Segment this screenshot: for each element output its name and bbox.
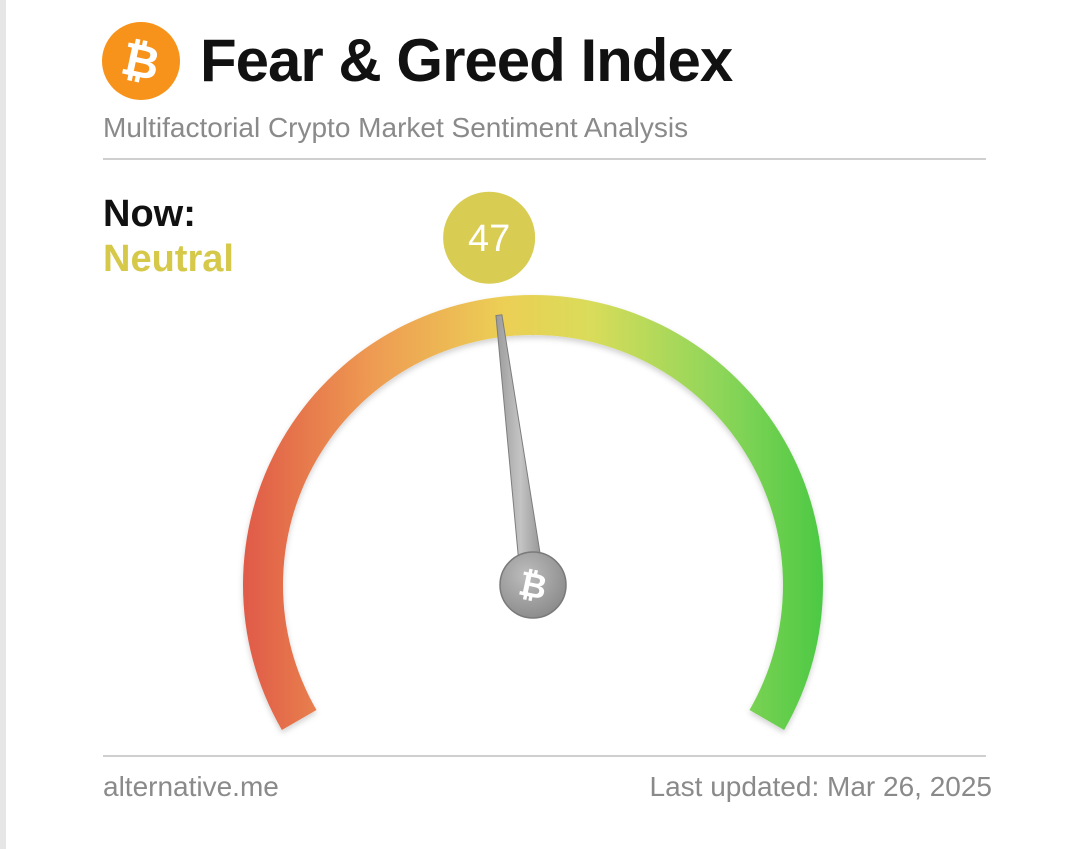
value-badge-text: 47 [468,218,510,260]
sentiment-label: Neutral [103,238,234,280]
page-subtitle: Multifactorial Crypto Market Sentiment A… [103,112,689,143]
last-updated: Last updated: Mar 26, 2025 [649,771,992,802]
gauge: ₿ 47 [243,191,823,730]
gauge-needle [495,314,546,588]
left-edge-strip [0,0,6,849]
value-badge [443,191,536,284]
gauge-hub [499,551,567,619]
source-link[interactable]: alternative.me [103,771,279,802]
gauge-arc [243,295,823,730]
footer-divider [103,755,986,757]
header-divider [103,158,986,160]
page-title: Fear & Greed Index [200,27,733,94]
bitcoin-logo: ₿ [102,22,180,100]
now-label: Now: [103,193,196,235]
